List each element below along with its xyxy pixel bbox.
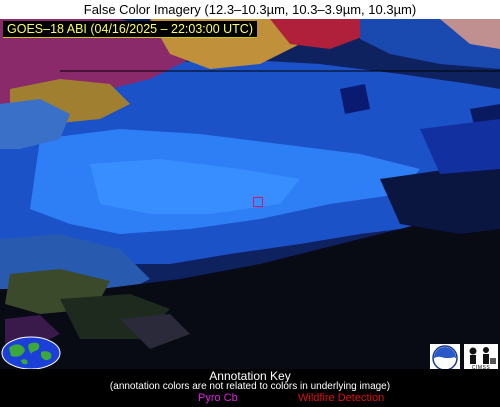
false-color-map xyxy=(0,19,500,369)
cimss-label: CIMSS xyxy=(471,365,491,371)
cimss-figures-icon xyxy=(469,347,496,364)
annotation-key: Annotation Key (annotation colors are no… xyxy=(0,369,500,407)
legend-pyro-cb: Pyro Cb xyxy=(198,392,238,404)
page-title: False Color Imagery (12.3–10.3µm, 10.3–3… xyxy=(0,0,500,19)
legend-wildfire-detection: Wildfire Detection xyxy=(298,392,385,404)
annotation-key-title: Annotation Key xyxy=(209,369,291,383)
noaa-logo-icon xyxy=(430,344,460,372)
detection-marker xyxy=(253,197,263,207)
globe-icon xyxy=(1,336,61,370)
cimss-logo-icon: CIMSS xyxy=(464,344,498,372)
satellite-image xyxy=(0,19,500,369)
annotation-legend: Pyro Cb Wildfire Detection xyxy=(0,392,500,405)
annotation-key-note: (annotation colors are not related to co… xyxy=(109,381,391,392)
image-subtitle: GOES–18 ABI (04/16/2025 – 22:03:00 UTC) xyxy=(3,21,257,38)
